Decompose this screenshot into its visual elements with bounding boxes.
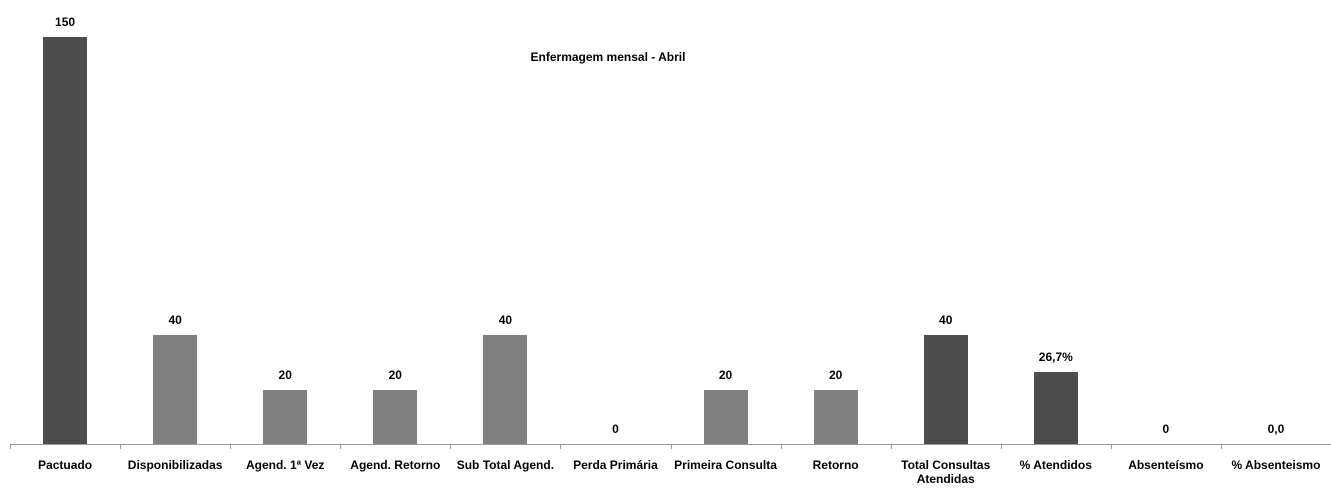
axis-tick (1110, 444, 1112, 449)
data-label: 20 (388, 367, 402, 382)
bar (153, 335, 198, 444)
axis-tick (120, 444, 122, 449)
bar (923, 335, 968, 444)
data-label: 20 (718, 367, 733, 382)
axis-tick (340, 444, 342, 449)
bar (1033, 371, 1078, 444)
data-label: 26,7% (1038, 349, 1073, 364)
data-label: 40 (168, 313, 182, 328)
data-label: 0 (612, 422, 619, 436)
axis-tick (230, 444, 232, 449)
axis-tick (780, 444, 782, 449)
x-tick-label: % Atendidos (1019, 458, 1092, 472)
x-tick-label: Pactuado (38, 458, 93, 472)
axis-tick (450, 444, 452, 449)
data-label: 150 (55, 15, 76, 29)
x-tick-label: Disponibilizadas (127, 458, 223, 472)
x-tick-label: Absenteísmo (1128, 458, 1204, 472)
data-label: 20 (828, 367, 843, 382)
axis-tick (890, 444, 892, 449)
bar (813, 389, 858, 444)
x-tick-label: Perda Primária (573, 458, 658, 472)
x-tick-label: Sub Total Agend. (456, 458, 555, 472)
data-label: 40 (498, 313, 513, 328)
x-tick-label: Total Consultas Atendidas (901, 458, 991, 486)
bar (483, 335, 528, 444)
axis-tick (670, 444, 672, 449)
chart-title: Enfermagem mensal - Abril (530, 50, 686, 64)
data-label: 40 (939, 313, 953, 328)
data-label: 20 (278, 367, 292, 382)
x-tick-label: Retorno (812, 458, 859, 472)
bar (263, 389, 308, 444)
bar (373, 389, 418, 444)
axis-tick (10, 444, 11, 449)
bar (43, 37, 88, 444)
x-tick-label: Agend. Retorno (350, 458, 441, 472)
x-tick-label: Primeira Consulta (674, 458, 777, 472)
axis-tick (1000, 444, 1002, 449)
x-tick-label: Agend. 1ª Vez (245, 458, 325, 472)
x-tick-label: % Absenteismo (1231, 458, 1321, 472)
axis-tick (1220, 444, 1222, 449)
data-label: 0,0 (1267, 422, 1285, 436)
axis-tick (560, 444, 562, 449)
bar (703, 389, 748, 444)
data-label: 0 (1162, 422, 1170, 436)
